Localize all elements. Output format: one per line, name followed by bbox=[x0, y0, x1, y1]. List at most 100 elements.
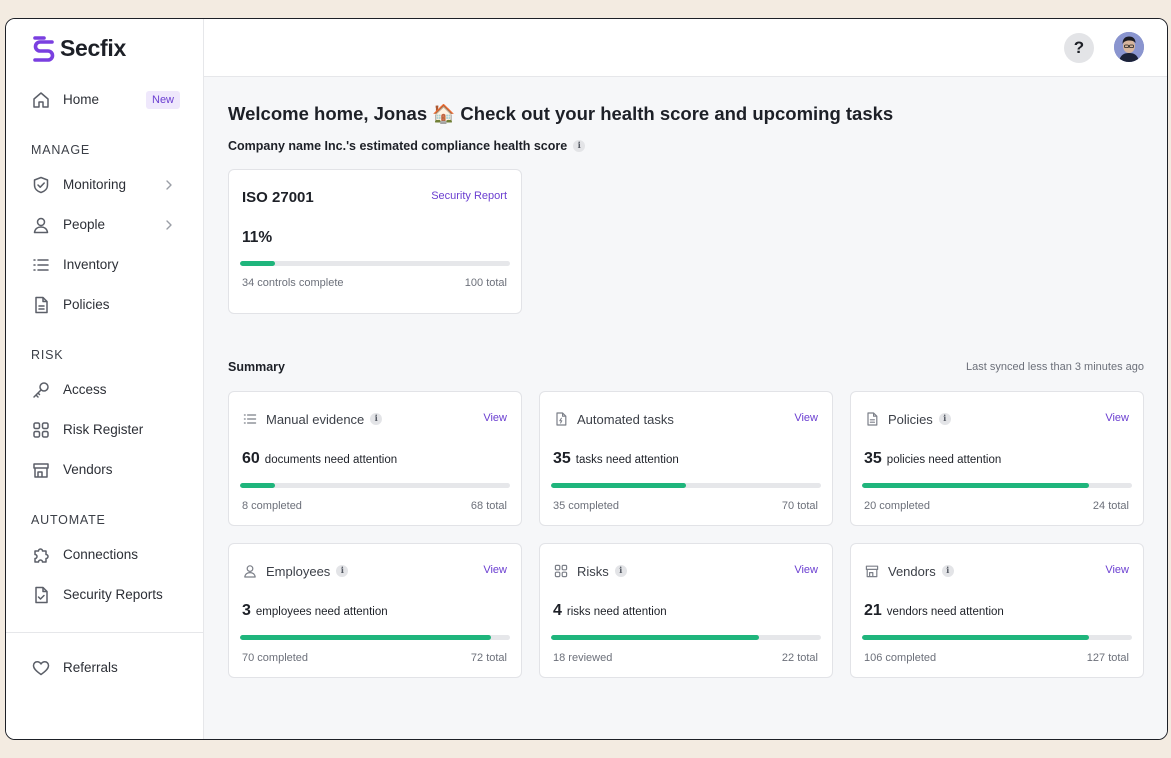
new-badge: New bbox=[146, 91, 181, 109]
sidebar-item-referrals[interactable]: Referrals bbox=[6, 653, 204, 683]
home-icon bbox=[33, 92, 49, 108]
page-title: Welcome home, Jonas 🏠 Check out your hea… bbox=[228, 103, 894, 124]
card-header: Automated tasks bbox=[553, 411, 674, 427]
view-link[interactable]: View bbox=[1105, 564, 1129, 576]
attention-text: employees need attention bbox=[255, 606, 388, 618]
card-title: Vendors bbox=[888, 563, 936, 579]
progress-bar bbox=[862, 635, 1132, 640]
completed-count: 8 completed bbox=[242, 500, 302, 512]
sidebar-item-vendors[interactable]: Vendors bbox=[6, 455, 204, 485]
sidebar-item-label: Home bbox=[63, 92, 100, 107]
sidebar-item-label: Referrals bbox=[63, 660, 118, 675]
sidebar-item-inventory[interactable]: Inventory bbox=[6, 250, 204, 280]
sidebar-item-access[interactable]: Access bbox=[6, 375, 204, 405]
store-icon bbox=[33, 463, 49, 478]
info-icon[interactable]: i bbox=[573, 140, 586, 152]
total-count: 24 total bbox=[1092, 500, 1129, 512]
attention-count: 35 bbox=[864, 450, 882, 467]
person-icon bbox=[244, 565, 256, 578]
attention-line: 3 employees need attention bbox=[242, 602, 388, 620]
help-button[interactable]: ? bbox=[1064, 33, 1094, 63]
main-content: Welcome home, Jonas 🏠 Check out your hea… bbox=[204, 77, 1167, 739]
attention-line: 21 vendors need attention bbox=[864, 602, 1004, 620]
completed-count: 70 completed bbox=[242, 652, 309, 664]
sidebar-item-policies[interactable]: Policies bbox=[6, 290, 204, 320]
card-header: Risks i bbox=[553, 563, 627, 579]
view-link[interactable]: View bbox=[483, 412, 507, 424]
progress-fill bbox=[551, 483, 686, 488]
card-header: Employees i bbox=[242, 563, 349, 579]
progress-bar bbox=[240, 483, 510, 488]
sidebar-item-connections[interactable]: Connections bbox=[6, 540, 204, 570]
info-icon[interactable]: i bbox=[941, 565, 954, 577]
summary-card-automated-tasks: Automated tasks View 35 tasks need atten… bbox=[539, 391, 833, 526]
document-icon bbox=[35, 296, 48, 314]
card-title: Employees bbox=[266, 563, 331, 579]
health-score-heading-text: Company name Inc.'s estimated compliance… bbox=[228, 139, 568, 153]
secfix-logo-icon bbox=[33, 35, 55, 62]
attention-line: 35 tasks need attention bbox=[553, 450, 679, 468]
attention-text: policies need attention bbox=[886, 454, 1002, 466]
view-link[interactable]: View bbox=[794, 564, 818, 576]
card-header: Vendors i bbox=[864, 563, 954, 579]
view-link[interactable]: View bbox=[483, 564, 507, 576]
person-icon bbox=[33, 217, 49, 234]
progress-fill bbox=[240, 635, 492, 640]
attention-text: risks need attention bbox=[566, 606, 667, 618]
sidebar-item-label: Inventory bbox=[63, 257, 119, 272]
sidebar: Secfix Home New MANAGE Monitoring People… bbox=[6, 19, 204, 739]
attention-text: tasks need attention bbox=[575, 454, 679, 466]
sidebar-item-label: Vendors bbox=[63, 462, 113, 477]
attention-text: documents need attention bbox=[264, 454, 398, 466]
progress-fill bbox=[862, 483, 1089, 488]
app-window: Secfix Home New MANAGE Monitoring People… bbox=[5, 18, 1168, 740]
info-icon[interactable]: i bbox=[938, 413, 951, 425]
sidebar-item-risk-register[interactable]: Risk Register bbox=[6, 415, 204, 445]
heart-icon bbox=[32, 661, 50, 676]
security-report-link[interactable]: Security Report bbox=[431, 190, 507, 202]
framework-title: ISO 27001 bbox=[242, 189, 314, 206]
attention-count: 35 bbox=[553, 450, 571, 467]
document-check-icon bbox=[35, 586, 48, 604]
brand-name: Secfix bbox=[60, 35, 126, 61]
attention-count: 60 bbox=[242, 450, 260, 467]
attention-line: 60 documents need attention bbox=[242, 450, 397, 468]
top-bar: ? bbox=[204, 19, 1167, 77]
total-count: 70 total bbox=[781, 500, 818, 512]
puzzle-icon bbox=[34, 548, 49, 563]
sidebar-item-label: Policies bbox=[63, 297, 110, 312]
attention-count: 3 bbox=[242, 602, 251, 619]
summary-card-risks: Risks i View 4 risks need attention 18 r… bbox=[539, 543, 833, 678]
info-icon[interactable]: i bbox=[370, 413, 383, 425]
sidebar-item-home[interactable]: Home New bbox=[6, 85, 204, 115]
reviewed-count: 18 reviewed bbox=[553, 652, 613, 664]
completed-count: 106 completed bbox=[864, 652, 937, 664]
attention-count: 21 bbox=[864, 602, 882, 619]
sidebar-item-security-reports[interactable]: Security Reports bbox=[6, 580, 204, 610]
document-icon bbox=[867, 412, 878, 426]
attention-text: vendors need attention bbox=[886, 606, 1004, 618]
list-icon bbox=[243, 414, 257, 424]
avatar[interactable] bbox=[1114, 32, 1144, 62]
sidebar-item-label: Monitoring bbox=[63, 177, 127, 192]
last-synced: Last synced less than 3 minutes ago bbox=[966, 361, 1144, 373]
sidebar-item-label: People bbox=[63, 217, 106, 232]
view-link[interactable]: View bbox=[1105, 412, 1129, 424]
info-icon[interactable]: i bbox=[336, 565, 349, 577]
progress-fill bbox=[240, 261, 276, 266]
chevron-right-icon bbox=[166, 220, 172, 230]
logo[interactable]: Secfix bbox=[31, 35, 126, 62]
total-count: 22 total bbox=[781, 652, 818, 664]
section-heading-automate: AUTOMATE bbox=[31, 513, 106, 527]
info-icon[interactable]: i bbox=[614, 565, 627, 577]
completed-count: 20 completed bbox=[864, 500, 931, 512]
sidebar-item-monitoring[interactable]: Monitoring bbox=[6, 170, 204, 200]
view-link[interactable]: View bbox=[794, 412, 818, 424]
section-heading-risk: RISK bbox=[31, 348, 64, 362]
user-avatar-icon bbox=[1114, 32, 1144, 62]
progress-bar bbox=[862, 483, 1132, 488]
sidebar-item-people[interactable]: People bbox=[6, 210, 204, 240]
chevron-right-icon bbox=[166, 180, 172, 190]
grid-icon bbox=[554, 564, 568, 578]
total-count: 68 total bbox=[470, 500, 507, 512]
